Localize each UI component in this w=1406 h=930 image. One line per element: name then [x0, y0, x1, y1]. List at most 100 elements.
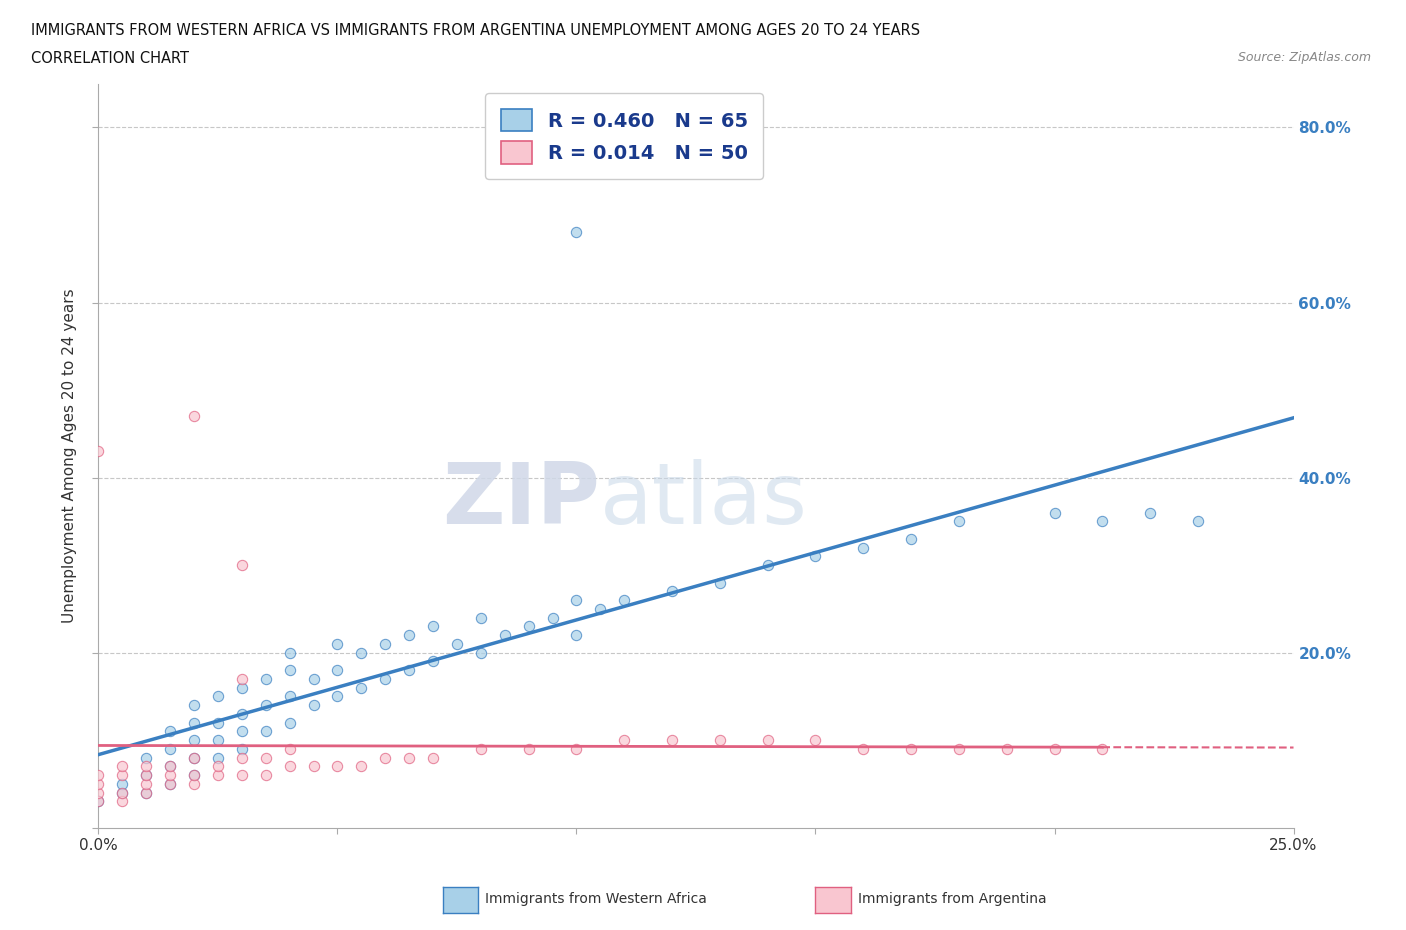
Point — [446, 636, 468, 651]
Point — [159, 777, 181, 791]
Text: ZIP: ZIP — [443, 458, 600, 542]
Point — [374, 671, 396, 686]
Point — [183, 733, 205, 748]
Point — [709, 733, 731, 748]
Point — [1187, 514, 1209, 529]
Point — [565, 592, 588, 607]
Point — [613, 733, 636, 748]
Point — [207, 768, 229, 783]
Point — [231, 724, 253, 738]
Point — [135, 777, 157, 791]
Point — [398, 628, 420, 643]
Point — [254, 751, 277, 765]
Point — [207, 715, 229, 730]
Point — [278, 759, 301, 774]
Point — [159, 741, 181, 756]
Point — [804, 549, 827, 564]
Point — [661, 584, 683, 599]
Point — [948, 741, 970, 756]
Point — [231, 707, 253, 722]
Text: Immigrants from Argentina: Immigrants from Argentina — [858, 892, 1046, 907]
Point — [111, 777, 134, 791]
Text: atlas: atlas — [600, 458, 808, 542]
Point — [87, 794, 110, 809]
Point — [326, 759, 349, 774]
Point — [278, 645, 301, 660]
Point — [709, 575, 731, 590]
Point — [207, 759, 229, 774]
Point — [254, 724, 277, 738]
Point — [111, 768, 134, 783]
Point — [350, 680, 373, 695]
Point — [470, 741, 492, 756]
Point — [254, 768, 277, 783]
Point — [87, 444, 110, 458]
Point — [1043, 505, 1066, 520]
Point — [254, 671, 277, 686]
Point — [350, 759, 373, 774]
Point — [326, 636, 349, 651]
Point — [231, 768, 253, 783]
Point — [87, 794, 110, 809]
Point — [756, 733, 779, 748]
Point — [517, 741, 540, 756]
Point — [1043, 741, 1066, 756]
Point — [1091, 514, 1114, 529]
Point — [231, 751, 253, 765]
Point — [231, 558, 253, 573]
Text: Immigrants from Western Africa: Immigrants from Western Africa — [485, 892, 707, 907]
Point — [398, 663, 420, 678]
Legend: R = 0.460   N = 65, R = 0.014   N = 50: R = 0.460 N = 65, R = 0.014 N = 50 — [485, 93, 763, 179]
Point — [111, 794, 134, 809]
Point — [183, 409, 205, 424]
Point — [470, 610, 492, 625]
Point — [159, 777, 181, 791]
Point — [135, 768, 157, 783]
Point — [111, 785, 134, 800]
Point — [900, 531, 922, 546]
Text: Source: ZipAtlas.com: Source: ZipAtlas.com — [1237, 51, 1371, 64]
Point — [183, 715, 205, 730]
Point — [422, 619, 444, 634]
Text: CORRELATION CHART: CORRELATION CHART — [31, 51, 188, 66]
Point — [183, 777, 205, 791]
Point — [159, 759, 181, 774]
Point — [541, 610, 564, 625]
Point — [159, 724, 181, 738]
Point — [374, 751, 396, 765]
Point — [207, 751, 229, 765]
Point — [326, 689, 349, 704]
Point — [302, 759, 325, 774]
Point — [231, 671, 253, 686]
Point — [207, 689, 229, 704]
Point — [111, 785, 134, 800]
Point — [613, 592, 636, 607]
Point — [948, 514, 970, 529]
Point — [135, 759, 157, 774]
Point — [278, 741, 301, 756]
Y-axis label: Unemployment Among Ages 20 to 24 years: Unemployment Among Ages 20 to 24 years — [62, 288, 77, 623]
Point — [804, 733, 827, 748]
Point — [207, 733, 229, 748]
Text: IMMIGRANTS FROM WESTERN AFRICA VS IMMIGRANTS FROM ARGENTINA UNEMPLOYMENT AMONG A: IMMIGRANTS FROM WESTERN AFRICA VS IMMIGR… — [31, 23, 920, 38]
Point — [87, 785, 110, 800]
Point — [422, 751, 444, 765]
Point — [278, 715, 301, 730]
Point — [159, 768, 181, 783]
Point — [494, 628, 516, 643]
Point — [278, 689, 301, 704]
Point — [135, 785, 157, 800]
Point — [183, 751, 205, 765]
Point — [900, 741, 922, 756]
Point — [135, 768, 157, 783]
Point — [422, 654, 444, 669]
Point — [183, 768, 205, 783]
Point — [302, 671, 325, 686]
Point — [231, 741, 253, 756]
Point — [517, 619, 540, 634]
Point — [183, 698, 205, 712]
Point — [183, 751, 205, 765]
Point — [350, 645, 373, 660]
Point — [565, 741, 588, 756]
Point — [135, 751, 157, 765]
